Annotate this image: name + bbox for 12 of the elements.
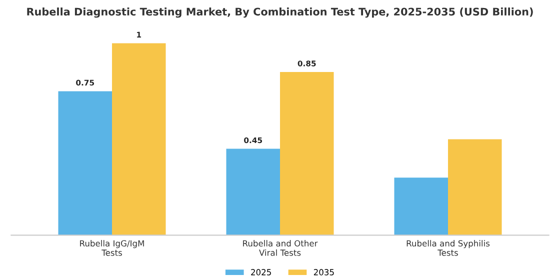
legend-label: 2035: [314, 269, 334, 276]
bar: [58, 91, 112, 236]
bar: [226, 148, 280, 236]
legend-label: 2025: [251, 269, 271, 276]
x-tick-label: Rubella IgG/IgM Tests: [80, 240, 144, 256]
bar: [448, 139, 502, 236]
bar: [394, 178, 448, 236]
x-tick-label: Rubella and Syphilis Tests: [406, 240, 490, 256]
chart-title: Rubella Diagnostic Testing Market, By Combination Test Type, 2025-2035 (USD Billion): [27, 8, 533, 18]
bar: [112, 43, 166, 236]
x-tick-label: Rubella and Other Viral Tests: [243, 240, 318, 256]
bar: [280, 72, 334, 236]
